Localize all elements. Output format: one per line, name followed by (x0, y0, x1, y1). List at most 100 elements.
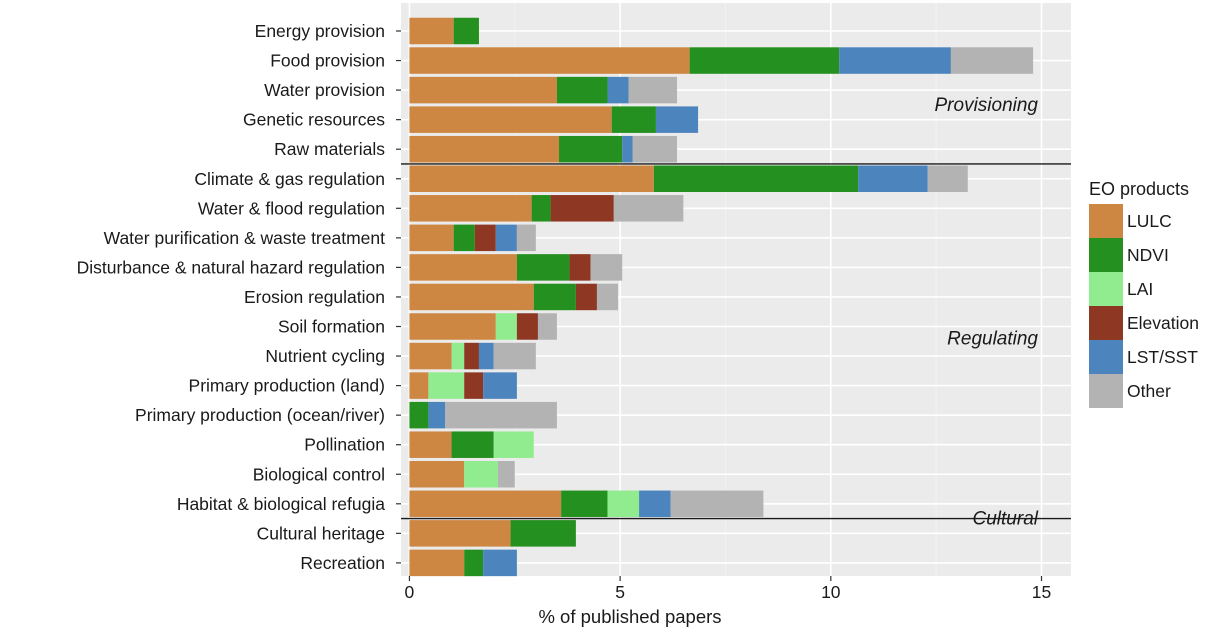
legend-label: LAI (1127, 279, 1153, 299)
bar-segment (474, 224, 496, 252)
category-label: Genetic resources (243, 110, 385, 130)
legend-key (1089, 306, 1123, 340)
x-tick-label: 0 (405, 582, 415, 602)
bar-segment (493, 342, 536, 370)
bar-segment (409, 17, 454, 45)
bar-segment (858, 165, 928, 192)
group-label: Cultural (973, 509, 1039, 530)
bar-segment (537, 313, 557, 340)
bar-segment (613, 195, 684, 222)
category-label: Water purification & waste treatment (104, 228, 386, 248)
category-label: Erosion regulation (244, 287, 385, 307)
category-label: Habitat & biological refugia (177, 494, 385, 514)
legend-label: LST/SST (1127, 347, 1198, 367)
x-tick-label: 5 (615, 582, 625, 602)
category-label: Soil formation (278, 317, 385, 337)
bar-segment (561, 490, 608, 518)
group-separators (401, 163, 1071, 520)
bars (409, 17, 1034, 577)
bar-segment (607, 490, 640, 518)
bar-segment (451, 431, 494, 458)
bar-segment (622, 135, 633, 163)
category-label: Disturbance & natural hazard regulation (77, 257, 385, 277)
bar-segment (596, 283, 619, 311)
bar-segment (639, 490, 671, 518)
category-label: Recreation (300, 553, 385, 573)
x-tick-label: 15 (1032, 582, 1051, 602)
category-label: Food provision (270, 51, 385, 71)
bar-segment (409, 106, 612, 133)
bar-segment (483, 549, 517, 577)
bar-segment (533, 283, 576, 311)
bar-segment (409, 313, 496, 340)
bar-segment (409, 490, 562, 518)
bar-segment (409, 224, 454, 252)
bar-segment (632, 135, 678, 163)
bar-segment (653, 165, 859, 192)
bar-segment (497, 461, 515, 488)
bar-segment (409, 342, 452, 370)
bar-segment (409, 47, 690, 74)
bar-segment (409, 165, 654, 192)
category-axis: Energy provision Food provision Water prov… (77, 21, 401, 573)
bar-segment (495, 224, 517, 252)
bar-segment (950, 47, 1034, 74)
category-label: Cultural heritage (257, 523, 385, 543)
bar-segment (478, 342, 494, 370)
bar-segment (689, 47, 840, 74)
legend: EO products LULC NDVI LAI Elevation LST/SST O… (1089, 179, 1199, 408)
category-label: Nutrient cycling (265, 346, 385, 366)
bar-segment (409, 254, 517, 281)
category-label: Climate & gas regulation (194, 169, 385, 189)
bar-segment (409, 372, 429, 399)
bar-segment (409, 135, 560, 163)
bar-segment (516, 254, 570, 281)
bar-segment (569, 254, 591, 281)
bar-segment (464, 372, 484, 399)
bar-segment (611, 106, 656, 133)
category-label: Primary production (ocean/river) (135, 405, 385, 425)
bar-segment (409, 195, 532, 222)
bar-segment (409, 461, 465, 488)
bar-segment (428, 372, 465, 399)
bar-segment (510, 520, 576, 547)
bar-segment (483, 372, 517, 399)
bar-segment (670, 490, 764, 518)
bar-segment (590, 254, 623, 281)
bar-segment (464, 549, 484, 577)
category-label: Biological control (253, 464, 385, 484)
bar-segment (409, 520, 511, 547)
bar-segment (607, 76, 629, 104)
legend-key (1089, 374, 1123, 408)
bar-segment (531, 195, 551, 222)
bar-segment (409, 401, 429, 429)
bar-segment (409, 549, 465, 577)
legend-label: LULC (1127, 211, 1172, 231)
bar-segment (516, 224, 536, 252)
x-axis: 0 5 10 15 (405, 576, 1051, 602)
group-labels: Provisioning Regulating Cultural (935, 95, 1039, 530)
legend-key (1089, 272, 1123, 306)
group-label: Provisioning (935, 95, 1039, 116)
bar-segment (453, 17, 479, 45)
bar-segment (453, 224, 475, 252)
x-tick-label: 10 (821, 582, 841, 602)
bar-segment (495, 313, 517, 340)
group-label: Regulating (947, 328, 1038, 349)
bar-segment (409, 76, 557, 104)
bar-segment (464, 461, 498, 488)
category-label: Energy provision (255, 21, 385, 41)
category-label: Water provision (264, 80, 385, 100)
legend-key (1089, 204, 1123, 238)
bar-segment (628, 76, 678, 104)
x-axis-title: % of published papers (538, 606, 721, 627)
bar-segment (445, 401, 557, 429)
legend-label: Other (1127, 381, 1171, 401)
bar-segment (655, 106, 699, 133)
bar-segment (927, 165, 968, 192)
legend-label: Elevation (1127, 313, 1199, 333)
bar-segment (559, 135, 623, 163)
bar-segment (556, 76, 608, 104)
bar-segment (409, 283, 534, 311)
